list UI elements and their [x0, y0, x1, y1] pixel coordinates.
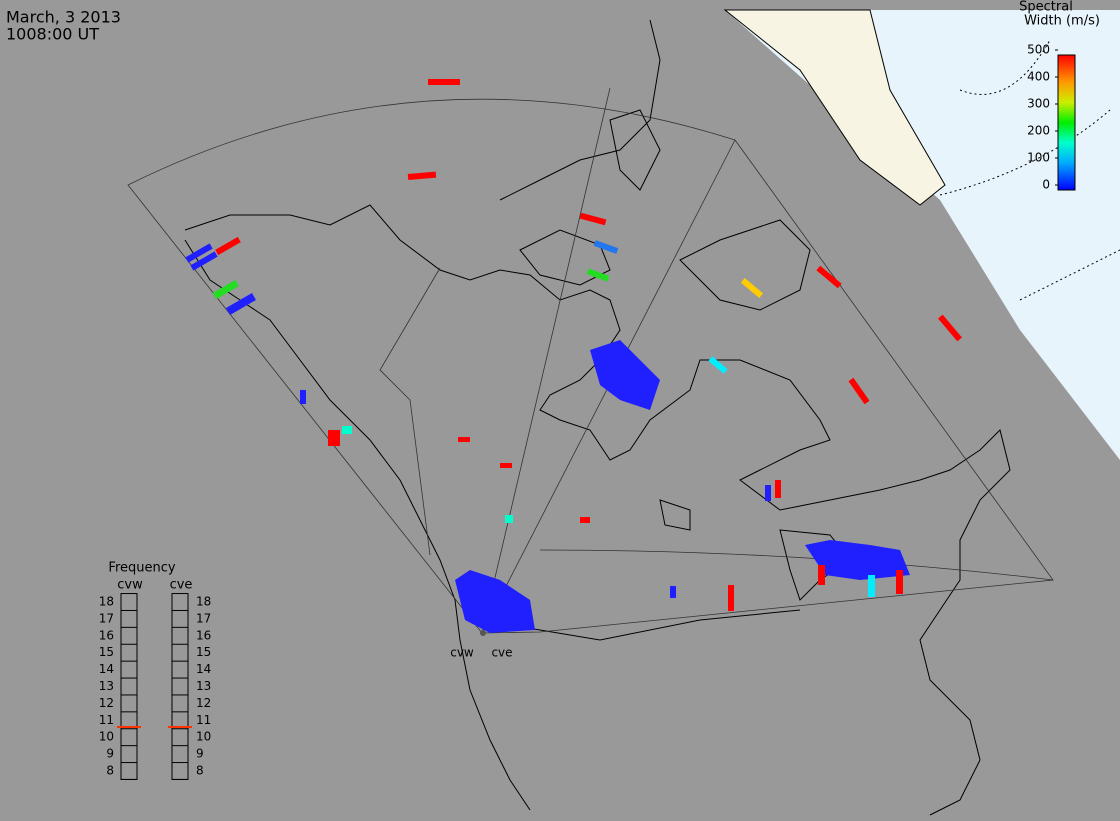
cell — [938, 314, 962, 342]
frequency-tick-label: 14 — [99, 662, 114, 676]
time: 1008:00 UT — [6, 25, 99, 44]
cell — [505, 515, 513, 523]
frequency-tick-label: 18 — [99, 595, 114, 609]
cell-cluster — [590, 340, 660, 410]
colorbar-title: Width (m/s) — [1024, 14, 1100, 29]
colorbar-tick-label: 0 — [1042, 178, 1050, 192]
cell — [212, 280, 239, 300]
sunlit-region — [725, 10, 1120, 460]
frequency-tick-label: 9 — [196, 747, 204, 761]
cell — [190, 251, 218, 271]
backscatter-cells — [185, 79, 962, 633]
latitude-circles — [939, 39, 1120, 301]
cell — [500, 463, 512, 468]
frequency-tick-label: 17 — [196, 611, 211, 625]
frequency-tick-label: 13 — [99, 679, 114, 693]
radar-site — [480, 630, 486, 636]
cell — [586, 268, 610, 282]
colorbar-title: Spectral — [1019, 0, 1073, 15]
frequency-tick-label: 12 — [99, 696, 114, 710]
frequency-tick-label: 18 — [196, 595, 211, 609]
frequency-tick-label: 15 — [196, 645, 211, 659]
frequency-tick-label: 9 — [106, 747, 114, 761]
cell — [868, 575, 875, 597]
frequency-tick-label: 12 — [196, 696, 211, 710]
cell — [740, 277, 764, 299]
frequency-tick-label: 16 — [196, 628, 211, 642]
cell — [593, 240, 619, 254]
cell-cluster — [805, 540, 910, 580]
radar-label: cve — [491, 646, 512, 660]
field-of-view — [127, 87, 1054, 634]
cell — [816, 265, 842, 289]
cell — [765, 485, 771, 501]
cell — [728, 585, 734, 611]
colorbar-tick-label: 400 — [1027, 70, 1050, 84]
radar-label: cvw — [450, 646, 474, 660]
frequency-tick-label: 10 — [196, 730, 211, 744]
cell — [215, 236, 241, 256]
colorbar-tick-label: 300 — [1027, 97, 1050, 111]
cell — [226, 293, 256, 315]
cell — [428, 79, 460, 85]
cell — [580, 517, 590, 523]
cell — [328, 430, 340, 446]
colorbar-tick-label: 200 — [1027, 124, 1050, 138]
frequency-tick-label: 11 — [196, 713, 211, 727]
frequency-tick-label: 11 — [99, 713, 114, 727]
frequency-tick-label: 15 — [99, 645, 114, 659]
cell — [775, 480, 781, 498]
colorbar-tick-label: 500 — [1027, 43, 1050, 57]
frequency-radar: cve — [170, 578, 193, 593]
cell — [708, 356, 728, 374]
cell — [818, 565, 825, 585]
frequency-tick-label: 8 — [106, 764, 114, 778]
cell — [896, 570, 903, 594]
cell-cluster — [455, 570, 535, 633]
frequency-tick-label: 14 — [196, 662, 211, 676]
cell — [407, 171, 437, 181]
frequency-tick-label: 17 — [99, 611, 114, 625]
frequency-radar: cvw — [117, 578, 143, 593]
frequency-tick-label: 13 — [196, 679, 211, 693]
frequency-tick-label: 8 — [196, 764, 204, 778]
cell — [579, 212, 607, 226]
date: March, 3 2013 — [6, 8, 121, 27]
cell — [670, 586, 676, 598]
frequency-tick-label: 16 — [99, 628, 114, 642]
cell — [342, 426, 352, 434]
cell — [185, 243, 213, 263]
cell — [458, 437, 470, 442]
cell — [300, 390, 306, 404]
greenland-coast — [723, 9, 946, 206]
colorbar-tick-label: 100 — [1027, 151, 1050, 165]
frequency-tick-label: 10 — [99, 730, 114, 744]
cell — [848, 377, 870, 405]
frequency-title: Frequency — [108, 561, 175, 576]
colorbar — [1057, 54, 1076, 191]
